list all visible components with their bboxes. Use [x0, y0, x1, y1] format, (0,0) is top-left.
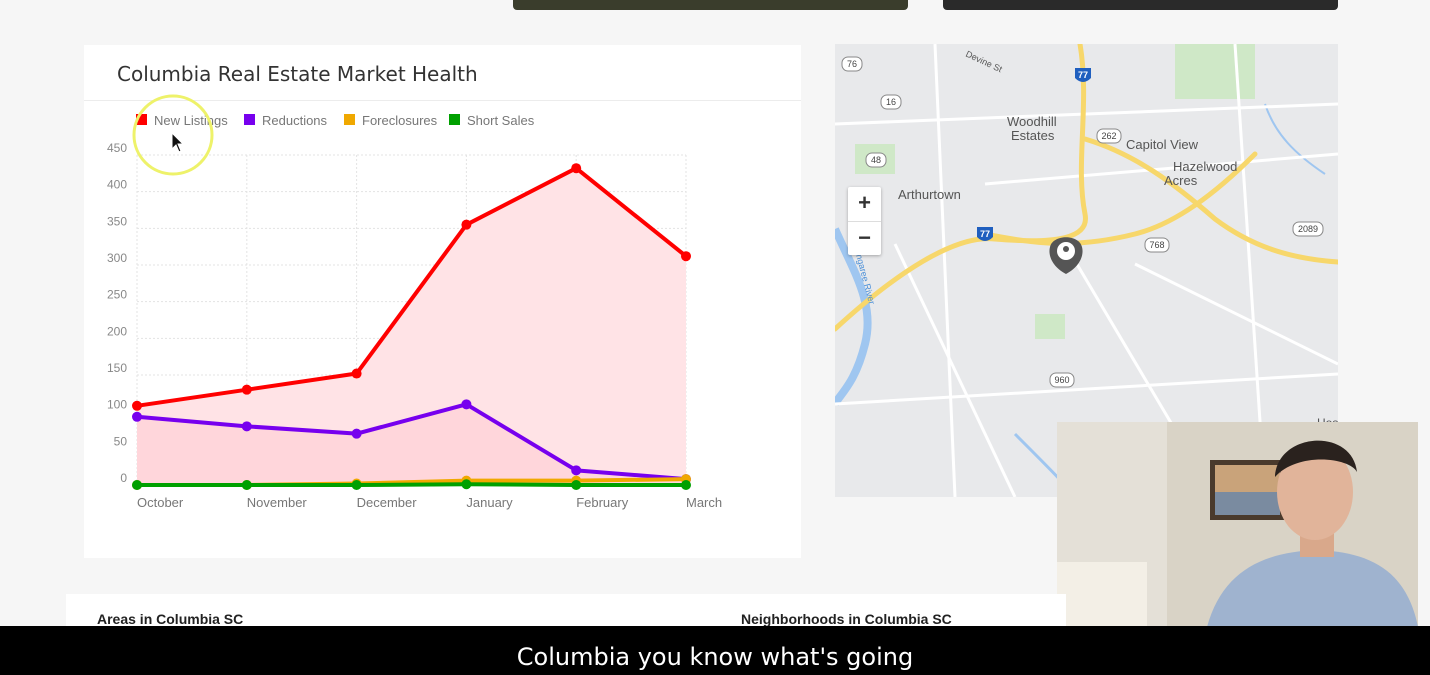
svg-text:16: 16 — [886, 97, 896, 107]
market-health-card: Columbia Real Estate Market Health 450 40… — [84, 45, 801, 558]
data-point — [461, 219, 472, 230]
legend-swatch — [344, 114, 355, 125]
map-label-arthurtown: Arthurtown — [898, 187, 961, 202]
market-health-chart: 450 400 350 300 250 200 150 100 50 0 October Novemb… — [107, 94, 722, 510]
map-label-acres: Acres — [1164, 173, 1198, 188]
areas-heading: Areas in Columbia SC — [97, 611, 244, 627]
svg-text:76: 76 — [847, 59, 857, 69]
data-point — [571, 163, 582, 174]
data-point — [132, 400, 142, 411]
map-route-shields: 76 16 48 262 768 2089 960 77 77 — [841, 56, 1324, 388]
series-line-1 — [136, 402, 687, 482]
person-face — [1277, 444, 1353, 540]
y-tick-label: 100 — [107, 398, 127, 412]
map-label-devine-st: Devine St — [964, 49, 1004, 75]
map-label-capitol-view: Capitol View — [1126, 137, 1199, 152]
x-tick-label: March — [686, 495, 722, 510]
svg-text:77: 77 — [980, 229, 990, 239]
data-point — [681, 480, 691, 490]
person-shirt — [1207, 550, 1418, 627]
map-pin-icon[interactable] — [1049, 237, 1083, 274]
series-line-3 — [137, 482, 686, 487]
svg-text:262: 262 — [1101, 131, 1116, 141]
series-area-1 — [137, 404, 686, 485]
data-point — [241, 480, 252, 490]
y-tick-label: 50 — [114, 434, 128, 448]
y-tick-label: 400 — [107, 178, 127, 192]
svg-text:77: 77 — [1078, 70, 1088, 80]
x-tick-label: October — [137, 495, 184, 510]
route-shield-2089: 2089 — [1292, 221, 1324, 237]
interstate-shield-77-south: 77 — [977, 227, 993, 241]
y-tick-label: 450 — [107, 141, 127, 155]
legend-label: Foreclosures — [362, 113, 438, 128]
y-tick-label: 150 — [107, 361, 127, 375]
card-title: Columbia Real Estate Market Health — [117, 62, 478, 86]
x-tick-label: January — [466, 495, 513, 510]
series-area-0 — [137, 168, 686, 485]
svg-text:2089: 2089 — [1298, 224, 1318, 234]
y-tick-label: 250 — [107, 288, 127, 302]
data-point — [461, 479, 472, 490]
data-point — [571, 480, 582, 490]
data-point — [132, 411, 142, 422]
route-shield-48: 48 — [865, 152, 887, 168]
zoom-out-button[interactable]: − — [848, 221, 881, 256]
svg-text:960: 960 — [1054, 375, 1069, 385]
x-tick-label: December — [357, 495, 418, 510]
person-hair — [1275, 440, 1357, 477]
legend-swatch — [449, 114, 460, 125]
webcam-overlay — [1057, 422, 1418, 627]
subtitle-text: Columbia you know what's going — [516, 643, 914, 671]
x-tick-label: February — [576, 495, 629, 510]
x-tick-label: November — [247, 495, 308, 510]
fireplace-mantel — [1057, 562, 1147, 627]
series-line-0 — [136, 166, 688, 408]
data-point — [681, 251, 691, 262]
data-point — [351, 368, 362, 379]
map-minor-roads — [835, 44, 1338, 497]
data-point — [571, 465, 582, 476]
subtitle-bar — [0, 626, 1430, 675]
legend-label: Short Sales — [467, 113, 535, 128]
route-shield-262: 262 — [1096, 128, 1122, 144]
area-map[interactable]: Woodhill Estates Capitol View Hazelwood … — [835, 44, 1338, 497]
bottom-content-strip — [66, 594, 1066, 626]
webcam-scene — [1057, 422, 1418, 627]
route-shield-768: 768 — [1144, 237, 1170, 253]
video-thumbnail-right[interactable] — [943, 0, 1338, 10]
legend-swatch — [136, 114, 147, 125]
y-tick-label: 0 — [120, 471, 127, 485]
data-point — [461, 399, 472, 410]
map-label-woodhill: Woodhill — [1007, 114, 1057, 129]
map-label-estates: Estates — [1011, 128, 1055, 143]
video-thumbnail-left[interactable] — [513, 0, 908, 10]
neighborhoods-heading: Neighborhoods in Columbia SC — [741, 611, 952, 627]
interstate-shield-77-north: 77 — [1075, 68, 1091, 82]
y-tick-label: 200 — [107, 324, 127, 338]
svg-text:48: 48 — [871, 155, 881, 165]
legend-swatch — [244, 114, 255, 125]
legend-label: Reductions — [262, 113, 328, 128]
route-shield-960: 960 — [1049, 372, 1075, 388]
data-point — [351, 480, 362, 490]
card-divider — [84, 100, 801, 101]
map-canvas[interactable]: Woodhill Estates Capitol View Hazelwood … — [835, 44, 1338, 497]
zoom-in-button[interactable]: + — [858, 190, 871, 215]
legend-label: New Listings — [154, 113, 228, 128]
route-shield-16: 16 — [880, 94, 902, 110]
data-point — [132, 480, 142, 490]
map-label-hazelwood: Hazelwood — [1173, 159, 1237, 174]
map-zoom-controls: + − — [848, 187, 881, 255]
y-tick-label: 300 — [107, 251, 127, 265]
mouse-cursor-icon — [171, 131, 185, 153]
route-shield-76: 76 — [841, 56, 863, 72]
data-point — [241, 384, 252, 395]
map-greenery — [855, 44, 1255, 339]
y-tick-label: 350 — [107, 214, 127, 228]
svg-text:768: 768 — [1149, 240, 1164, 250]
data-point — [241, 421, 252, 432]
cursor-highlight-ring — [132, 94, 214, 176]
data-point — [351, 428, 362, 439]
